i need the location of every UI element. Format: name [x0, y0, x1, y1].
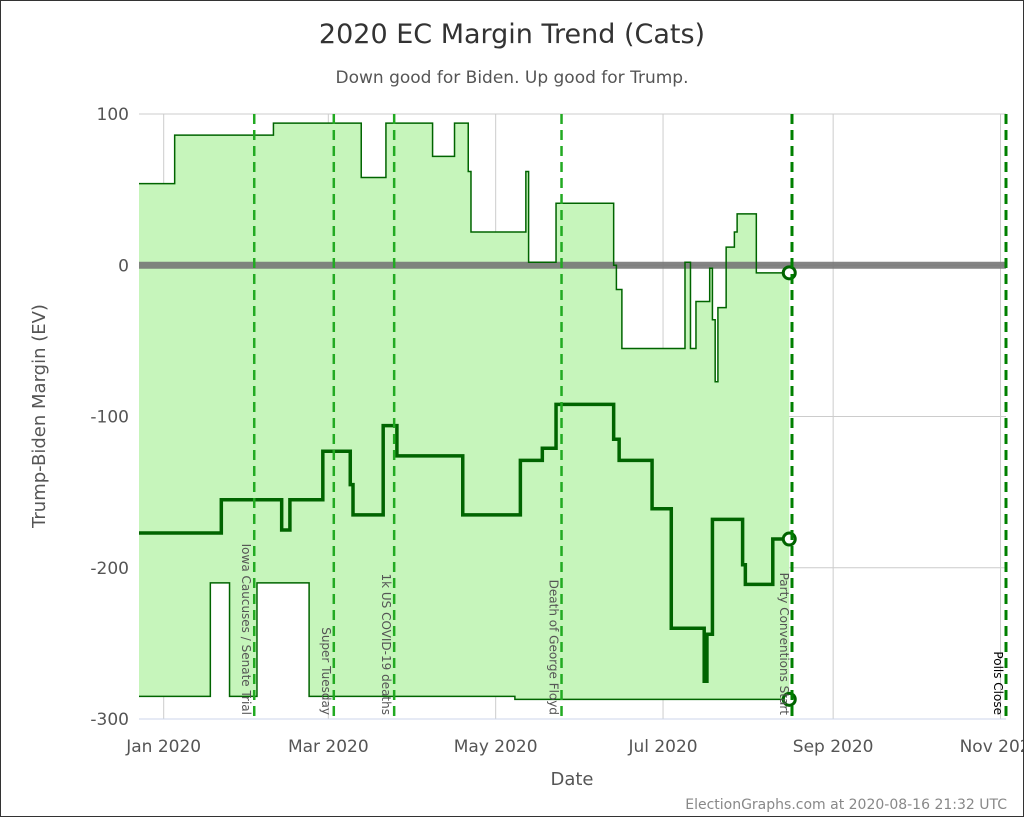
chart-title: 2020 EC Margin Trend (Cats) [319, 19, 705, 50]
y-tick-label: 0 [118, 256, 129, 276]
chart-subtitle: Down good for Biden. Up good for Trump. [336, 68, 689, 88]
event-label: 1k US COVID-19 deaths [379, 573, 393, 715]
range-fill [139, 123, 790, 700]
y-tick-label: 100 [97, 105, 129, 125]
series-line-upper [139, 122, 790, 383]
credit-text: ElectionGraphs.com at 2020-08-16 21:32 U… [685, 797, 1007, 813]
x-tick-label: Mar 2020 [288, 737, 369, 757]
event-label: Party Conventions Start [777, 573, 791, 716]
x-tick-label: Nov 2020 [960, 737, 1023, 757]
x-axis-label: Date [550, 769, 593, 790]
series-line-lower [139, 582, 790, 701]
event-label: Super Tuesday [319, 627, 333, 715]
x-tick-label: Jul 2020 [627, 737, 697, 757]
event-label: Polls Close [991, 651, 1005, 715]
x-tick-label: Sep 2020 [793, 737, 874, 757]
event-label: Iowa Caucuses / Senate Trial [239, 544, 253, 715]
y-tick-label: -100 [90, 408, 129, 428]
y-axis-label: Trump-Biden Margin (EV) [29, 304, 50, 529]
y-tick-label: -200 [90, 559, 129, 579]
x-tick-label: Jan 2020 [125, 737, 201, 757]
x-tick-label: May 2020 [454, 737, 538, 757]
y-tick-label: -300 [90, 710, 129, 730]
series-line-center [139, 402, 790, 683]
event-label: Death of George Floyd [547, 580, 561, 715]
